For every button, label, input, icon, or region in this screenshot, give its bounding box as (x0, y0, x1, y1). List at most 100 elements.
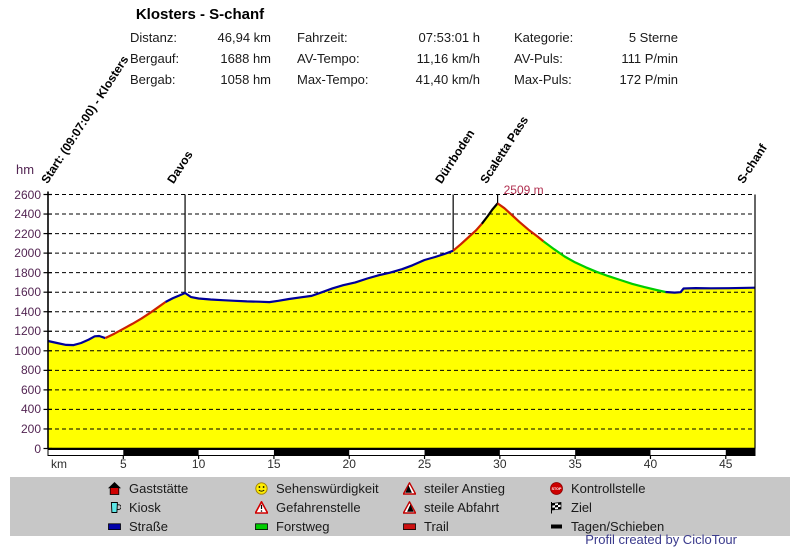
stat-value: 07:53:01 h (418, 30, 480, 45)
scale-bar-segment (725, 450, 755, 455)
scale-bar-segment (273, 450, 350, 455)
legend-column: Sehenswürdigkeit Gefahrenstelle Forstweg (254, 479, 379, 536)
legend-column: Gaststätte Kiosk Straße (108, 479, 188, 536)
stat-value: 5 Sterne (628, 30, 678, 45)
stat-value: 46,94 km (217, 30, 271, 45)
profile-segment (452, 223, 483, 252)
elevation-area-fill (48, 203, 755, 449)
y-tick-label: 0 (34, 441, 41, 456)
y-tick-label: 1400 (14, 304, 41, 319)
legend-item-label: Kontrollstelle (571, 481, 646, 496)
x-tick-label: 30 (493, 457, 507, 471)
profile-segment (496, 202, 545, 243)
svg-text:STOP: STOP (552, 487, 562, 491)
x-tick-label: 45 (719, 457, 733, 471)
gefahrenstelle-icon (254, 501, 269, 514)
stat-value: 41,40 km/h (415, 72, 480, 87)
steile-abfahrt-icon (402, 501, 417, 514)
y-axis-unit-label: hm (16, 162, 35, 177)
profile-segment (665, 286, 756, 294)
x-tick-label: 35 (568, 457, 582, 471)
y-tick-label: 200 (20, 421, 41, 436)
legend-item: Ziel (550, 498, 664, 517)
legend-item-label: Gaststätte (129, 481, 189, 496)
legend-item: steiler Anstieg (402, 479, 505, 498)
legend-item: Trail (403, 517, 505, 536)
legend-item-label: Gefahrenstelle (276, 500, 361, 515)
stat-label: AV-Tempo: (297, 51, 360, 66)
legend-item: Gefahrenstelle (254, 498, 379, 517)
legend-item: STOP Kontrollstelle (550, 479, 664, 498)
legend-item: Kiosk (108, 498, 188, 517)
y-tick-label: 400 (20, 402, 41, 417)
x-tick-label: 20 (342, 457, 356, 471)
legend-column: STOP Kontrollstelle Ziel Tagen/Schieben (550, 479, 664, 536)
x-tick-label: 40 (643, 457, 658, 471)
y-tick-label: 2400 (14, 207, 41, 222)
ziel-icon (550, 501, 563, 514)
gaststaette-icon (108, 482, 121, 495)
legend-item-label: steiler Anstieg (424, 481, 505, 496)
stat-label: Kategorie: (514, 30, 574, 45)
x-axis-unit-label: km (51, 457, 67, 471)
kiosk-icon (108, 501, 122, 514)
y-tick-label: 2000 (14, 246, 41, 261)
legend-panel: Gaststätte Kiosk Straße Sehenswürdigkeit Gef… (10, 477, 790, 536)
stat-label: Bergauf: (130, 51, 180, 66)
stat-label: Distanz: (130, 30, 177, 45)
stat-label: Bergab: (130, 72, 176, 87)
profile-segment (104, 301, 167, 340)
stat-value: 11,16 km/h (416, 51, 480, 66)
x-tick-label: 15 (267, 457, 281, 471)
stat-label: Fahrzeit: (297, 30, 348, 45)
stat-label: Max-Puls: (514, 72, 572, 87)
y-tick-label: 600 (20, 382, 41, 397)
stat-label: AV-Puls: (514, 51, 563, 66)
stat-value: 172 P/min (619, 72, 678, 87)
scale-bar-segment (123, 450, 199, 455)
y-tick-label: 1000 (14, 343, 41, 358)
legend-item-label: Straße (129, 519, 169, 534)
y-tick-label: 1800 (14, 265, 41, 280)
y-tick-label: 1600 (14, 285, 41, 300)
credit-text: Profil created by CicloTour (585, 532, 737, 547)
tagen-schieben-swatch (550, 520, 563, 533)
legend-item-label: Trail (424, 519, 449, 534)
y-tick-label: 2600 (14, 187, 41, 202)
profile-segment (542, 240, 666, 294)
legend-item-label: Ziel (571, 500, 592, 515)
legend-item: steile Abfahrt (402, 498, 505, 517)
x-tick-label: 5 (119, 457, 127, 471)
stat-value: 1688 hm (220, 51, 271, 66)
stat-label: Max-Tempo: (297, 72, 369, 87)
x-tick-label: 10 (191, 457, 206, 471)
trail-swatch (403, 520, 416, 533)
legend-item-label: Forstweg (276, 519, 330, 534)
stat-value: 111 P/min (621, 51, 678, 66)
profile-segment (47, 334, 106, 347)
y-tick-label: 2200 (14, 226, 41, 241)
scale-bar-segment (575, 450, 651, 455)
sehenswuerdigkeit-icon (255, 482, 268, 495)
profile-segment (480, 202, 499, 225)
legend-item-label: Kiosk (129, 500, 161, 515)
y-tick-label: 1200 (14, 324, 41, 339)
peak-elevation-label: 2509 m (503, 183, 544, 197)
legend-item-label: Sehenswürdigkeit (276, 481, 379, 496)
steiler-anstieg-icon (402, 482, 417, 495)
legend-item: Sehenswürdigkeit (255, 479, 379, 498)
forstweg-swatch (255, 520, 268, 533)
legend-item: Straße (108, 517, 188, 536)
legend-item: Gaststätte (108, 479, 188, 498)
y-tick-label: 800 (20, 363, 41, 378)
legend-item: Forstweg (255, 517, 379, 536)
legend-column: steiler Anstieg steile Abfahrt Trail (402, 479, 505, 536)
strasse-swatch (108, 520, 121, 533)
kontrollstelle-icon: STOP (550, 482, 563, 495)
page-title: Klosters - S-chanf (135, 6, 265, 23)
profile-segment (164, 249, 454, 304)
stat-value: 1058 hm (220, 72, 271, 87)
scale-bar-segment (424, 450, 500, 455)
